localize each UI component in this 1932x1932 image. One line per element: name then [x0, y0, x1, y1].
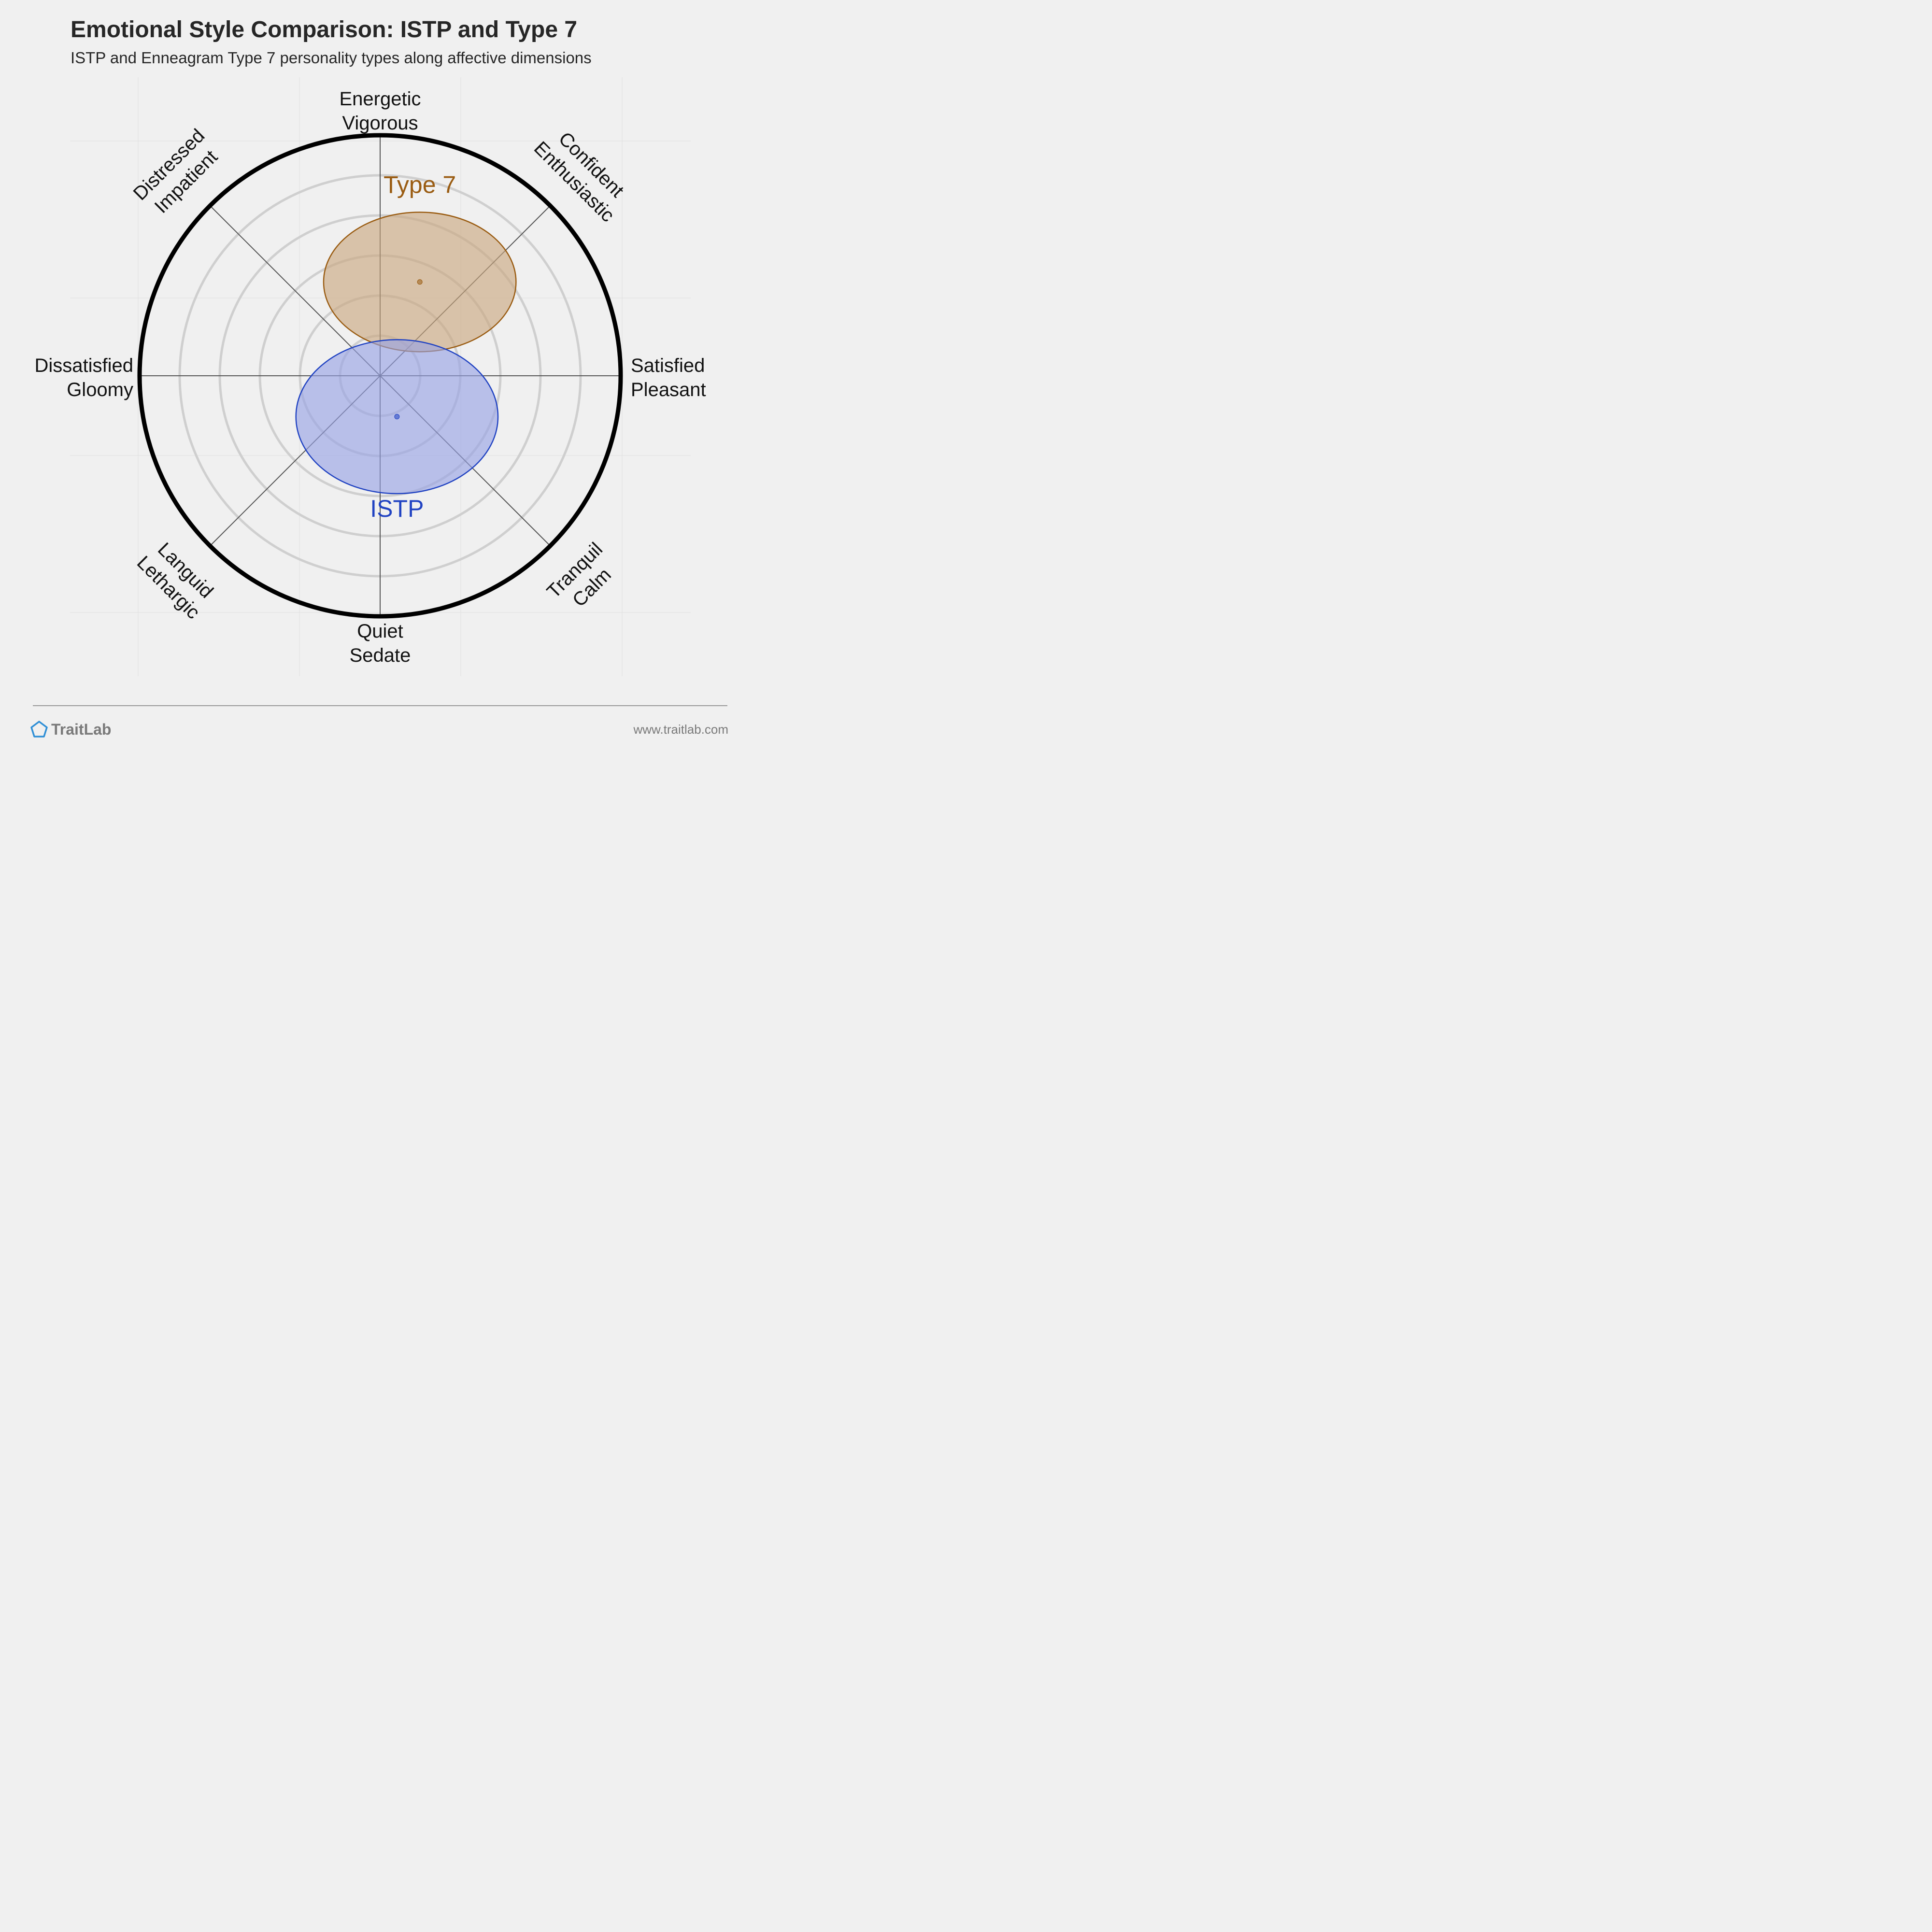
- series-label-istp: ISTP: [370, 495, 424, 522]
- series-label-type-7: Type 7: [384, 171, 456, 198]
- emotional-style-chart: Emotional Style Comparison: ISTP and Typ…: [30, 17, 729, 738]
- axis-label-line: Dissatisfied: [34, 355, 133, 376]
- axis-label-line: Satisfied: [631, 355, 705, 376]
- series-regions: [295, 212, 517, 495]
- axis-label-dissatisfied: Dissatisfied Gloomy: [34, 355, 133, 400]
- outer-ring: [137, 133, 623, 619]
- series-labels: Type 7 ISTP: [370, 171, 456, 522]
- axis-label-line: Sedate: [350, 645, 411, 666]
- chart-title: Emotional Style Comparison: ISTP and Typ…: [71, 17, 577, 43]
- series-point-istp: [394, 414, 400, 420]
- axis-label-energetic: Energetic Vigorous: [340, 88, 421, 134]
- series-point-type-7: [417, 279, 423, 285]
- brand-name: TraitLab: [51, 721, 111, 738]
- axis-label-line: Quiet: [357, 621, 403, 642]
- axis-label-quiet: Quiet Sedate: [350, 621, 411, 666]
- pentagon-icon: [30, 721, 48, 738]
- axis-label-line: Pleasant: [631, 379, 706, 400]
- traitlab-logo[interactable]: TraitLab: [30, 721, 111, 738]
- footer-url[interactable]: www.traitlab.com: [633, 722, 729, 737]
- axis-label-line: Energetic: [340, 88, 421, 110]
- axis-label-satisfied: Satisfied Pleasant: [631, 355, 706, 400]
- chart-subtitle: ISTP and Enneagram Type 7 personality ty…: [71, 49, 592, 67]
- axis-label-line: Gloomy: [67, 379, 133, 400]
- axis-label-line: Vigorous: [342, 113, 418, 134]
